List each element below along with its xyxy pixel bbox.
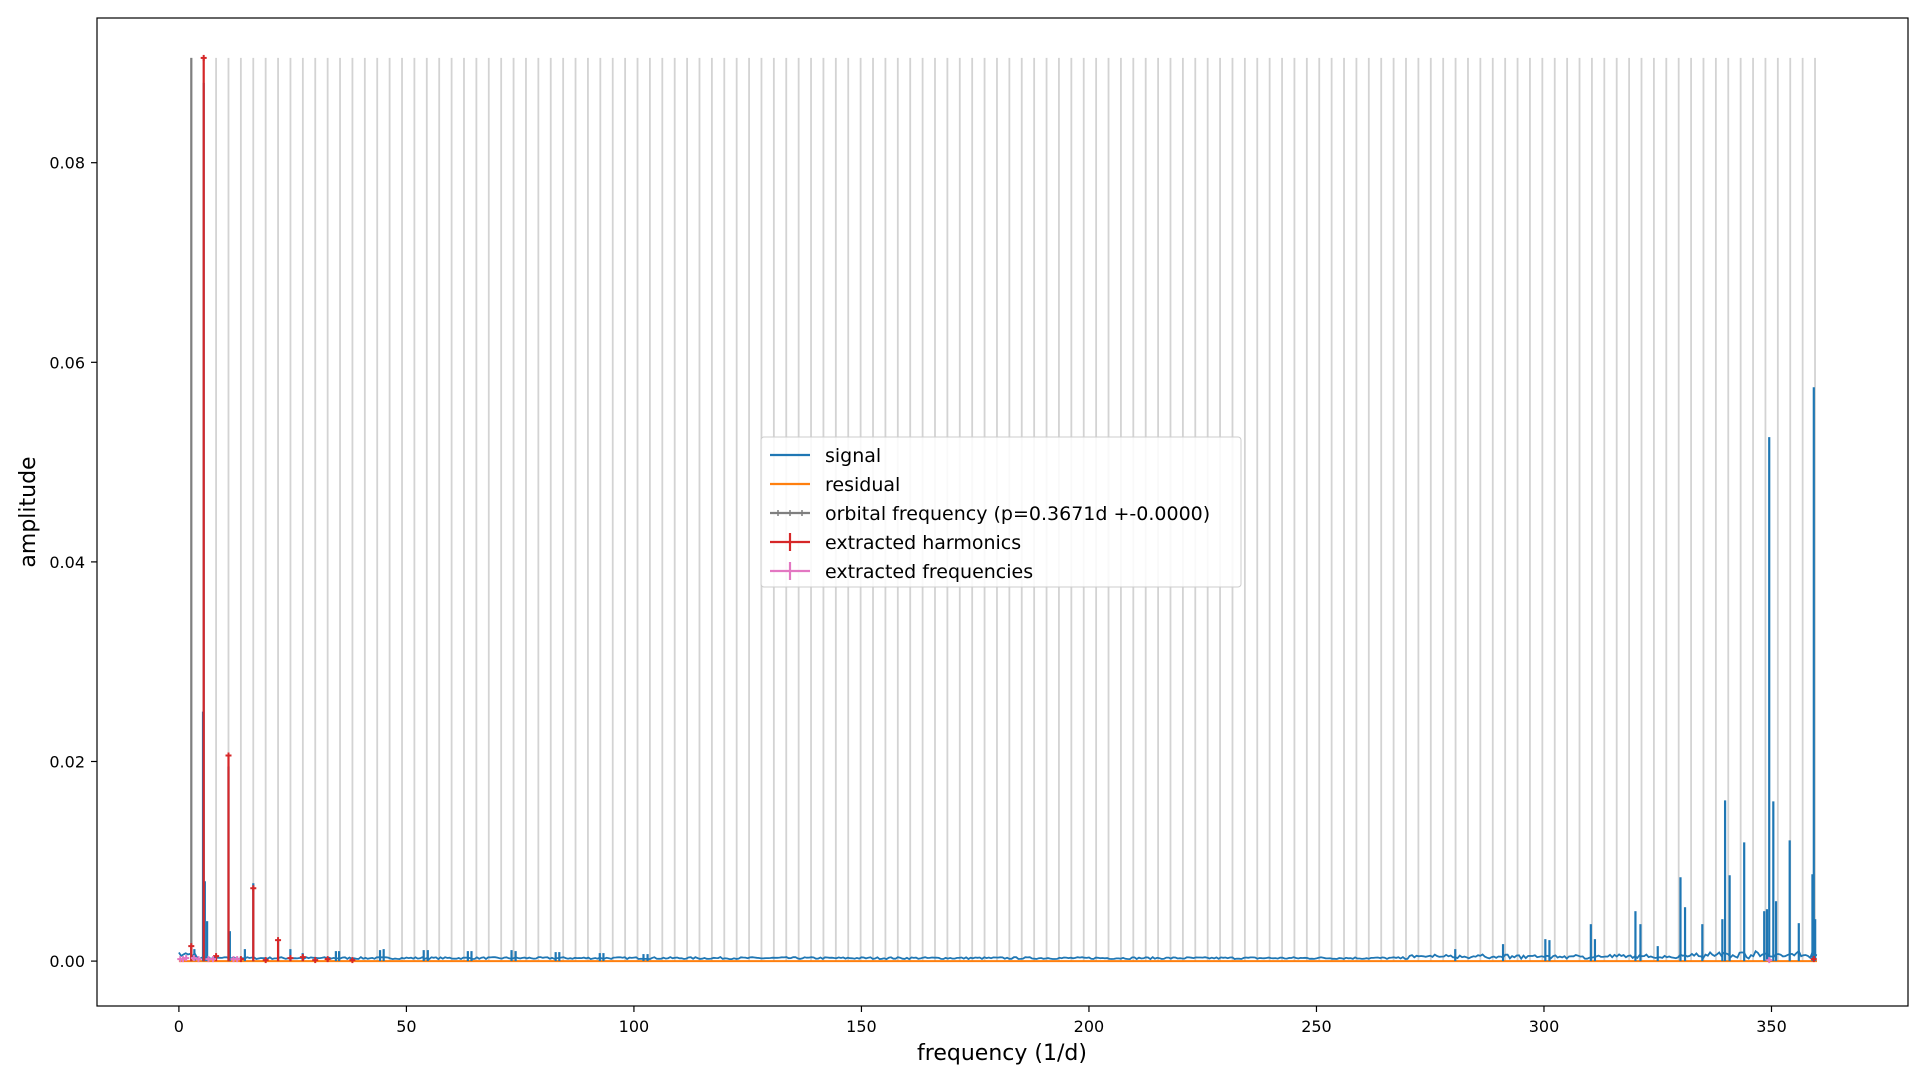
legend-label: extracted harmonics xyxy=(825,532,1021,554)
y-tick-label: 0.04 xyxy=(49,553,85,572)
x-tick-label: 350 xyxy=(1756,1017,1787,1036)
legend: signal residual orbital frequency (p=0.367… xyxy=(760,436,1242,588)
x-tick-label: 300 xyxy=(1529,1017,1560,1036)
x-tick-label: 50 xyxy=(396,1017,416,1036)
legend-item: extracted harmonics xyxy=(770,532,1021,554)
legend-item: residual xyxy=(770,474,900,496)
plot-frame xyxy=(96,17,1909,1007)
legend-label: signal xyxy=(825,445,881,467)
y-tick-label: 0.08 xyxy=(49,154,85,173)
x-tick-label: 100 xyxy=(619,1017,650,1036)
x-axis-label: frequency (1/d) xyxy=(917,1041,1087,1066)
extracted-harmonics-series xyxy=(188,54,1817,964)
y-tick-label: 0.06 xyxy=(49,353,85,372)
extracted-frequencies-series xyxy=(177,955,1773,964)
x-tick-label: 150 xyxy=(846,1017,877,1036)
legend-item: orbital frequency (p=0.3671d +-0.0000) xyxy=(770,503,1210,525)
x-tick-label: 250 xyxy=(1301,1017,1332,1036)
legend-label: residual xyxy=(825,474,900,496)
signal-noise-floor xyxy=(178,949,1818,961)
legend-item: extracted frequencies xyxy=(770,561,1033,583)
legend-item: signal xyxy=(770,445,881,467)
y-tick-label: 0.00 xyxy=(49,952,85,971)
y-axis-label: amplitude xyxy=(16,456,41,567)
legend-label: extracted frequencies xyxy=(825,561,1033,583)
x-tick-label: 0 xyxy=(174,1017,184,1036)
x-axis-ticks: 0 50 100 150 200 250 300 350 xyxy=(174,1006,1787,1036)
x-tick-label: 200 xyxy=(1074,1017,1105,1036)
legend-box xyxy=(760,436,1242,588)
legend-label: orbital frequency (p=0.3671d +-0.0000) xyxy=(825,503,1210,525)
y-axis-ticks: 0.00 0.02 0.04 0.06 0.08 xyxy=(49,154,97,971)
y-tick-label: 0.02 xyxy=(49,752,85,771)
